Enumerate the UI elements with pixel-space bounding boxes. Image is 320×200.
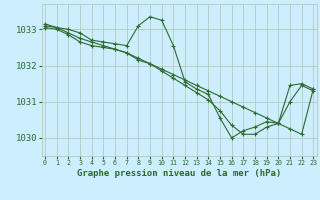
X-axis label: Graphe pression niveau de la mer (hPa): Graphe pression niveau de la mer (hPa): [77, 169, 281, 178]
